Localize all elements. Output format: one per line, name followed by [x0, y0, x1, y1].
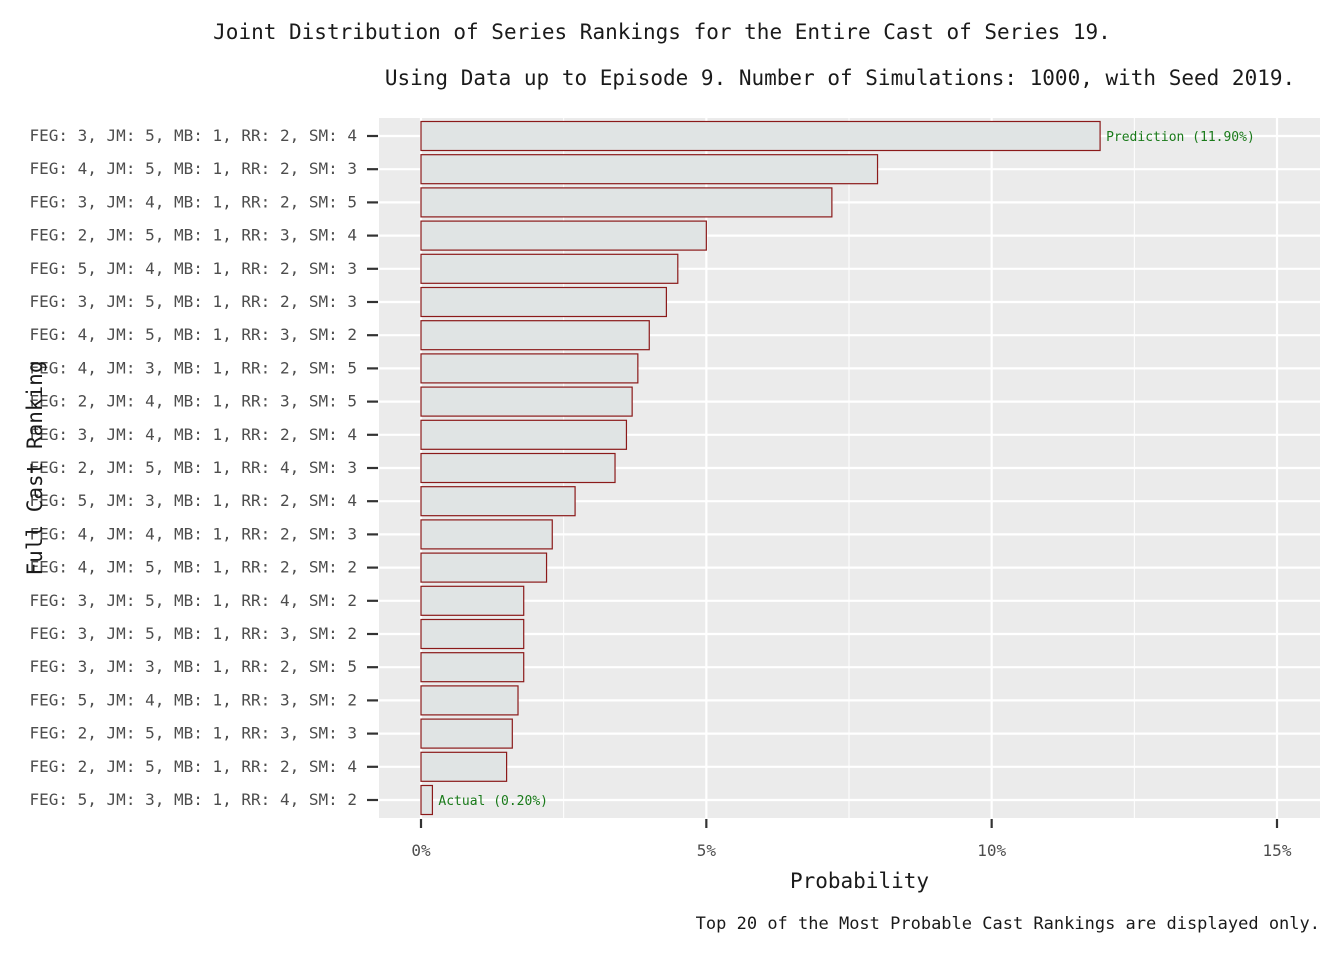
x-axis-title: Probability: [790, 869, 929, 893]
x-tick-label: 15%: [1263, 841, 1292, 860]
y-tick-label: FEG: 4, JM: 5, MB: 1, RR: 2, SM: 2: [29, 558, 357, 577]
chart-title: Joint Distribution of Series Rankings fo…: [213, 20, 1111, 44]
x-tick-label: 10%: [977, 841, 1006, 860]
bar: [420, 552, 548, 583]
y-axis-title: Full Cast Ranking: [23, 361, 47, 576]
annotations: Prediction (11.90%) Actual (0.20%): [438, 130, 1254, 809]
y-tick-label: FEG: 5, JM: 4, MB: 1, RR: 2, SM: 3: [29, 259, 357, 278]
bar: [420, 652, 525, 683]
bars: [420, 120, 1101, 816]
y-tick-label: FEG: 4, JM: 4, MB: 1, RR: 2, SM: 3: [29, 524, 357, 543]
y-tick-label: FEG: 2, JM: 4, MB: 1, RR: 3, SM: 5: [29, 392, 357, 411]
bar: [420, 784, 434, 816]
chart-caption: Top 20 of the Most Probable Cast Ranking…: [695, 914, 1320, 934]
y-tick-label: FEG: 5, JM: 3, MB: 1, RR: 4, SM: 2: [29, 790, 357, 809]
y-tick-label: FEG: 3, JM: 5, MB: 1, RR: 3, SM: 2: [29, 624, 357, 643]
bar: [420, 386, 633, 417]
bar: [420, 320, 650, 351]
x-tick-label: 0%: [411, 841, 431, 860]
y-tick-label: FEG: 3, JM: 5, MB: 1, RR: 2, SM: 4: [29, 126, 357, 145]
bar-annotation: Prediction (11.90%): [1106, 130, 1255, 145]
y-tick-label: FEG: 3, JM: 5, MB: 1, RR: 4, SM: 2: [29, 591, 357, 610]
bar: [420, 220, 707, 251]
y-tick-label: FEG: 3, JM: 4, MB: 1, RR: 2, SM: 4: [29, 425, 357, 444]
x-tick-label: 5%: [697, 841, 717, 860]
y-tick-label: FEG: 5, JM: 4, MB: 1, RR: 3, SM: 2: [29, 690, 357, 709]
y-tick-label: FEG: 3, JM: 5, MB: 1, RR: 2, SM: 3: [29, 292, 357, 311]
bar: [420, 154, 879, 185]
bar: [420, 718, 513, 749]
bar: [420, 486, 576, 517]
y-tick-label: FEG: 4, JM: 3, MB: 1, RR: 2, SM: 5: [29, 358, 357, 377]
y-axis-ticks: FEG: 3, JM: 5, MB: 1, RR: 2, SM: 4 FEG: 4…: [29, 126, 378, 809]
y-tick-label: FEG: 2, JM: 5, MB: 1, RR: 3, SM: 3: [29, 724, 357, 743]
y-tick-label: FEG: 2, JM: 5, MB: 1, RR: 3, SM: 4: [29, 226, 357, 245]
y-tick-label: FEG: 2, JM: 5, MB: 1, RR: 2, SM: 4: [29, 757, 357, 776]
bar: [420, 751, 508, 782]
bar: [420, 120, 1101, 152]
bar: [420, 519, 553, 550]
bar: [420, 187, 833, 218]
bar: [420, 452, 616, 484]
y-tick-label: FEG: 5, JM: 3, MB: 1, RR: 2, SM: 4: [29, 491, 357, 510]
bar: [420, 685, 519, 716]
x-axis-ticks: 0% 5% 10% 15%: [411, 819, 1292, 860]
bar: [420, 585, 525, 616]
y-tick-label: FEG: 3, JM: 4, MB: 1, RR: 2, SM: 5: [29, 192, 357, 211]
bar-annotation: Actual (0.20%): [438, 794, 548, 809]
bar: [420, 419, 628, 450]
y-tick-label: FEG: 3, JM: 3, MB: 1, RR: 2, SM: 5: [29, 657, 357, 676]
bar: [420, 253, 679, 284]
bar: [420, 618, 525, 650]
y-tick-label: FEG: 4, JM: 5, MB: 1, RR: 3, SM: 2: [29, 325, 357, 344]
chart-subtitle: Using Data up to Episode 9. Number of Si…: [384, 66, 1296, 90]
bar: [420, 286, 667, 318]
bar: [420, 353, 639, 384]
y-tick-label: FEG: 2, JM: 5, MB: 1, RR: 4, SM: 3: [29, 458, 357, 477]
y-tick-label: FEG: 4, JM: 5, MB: 1, RR: 2, SM: 3: [29, 159, 357, 178]
